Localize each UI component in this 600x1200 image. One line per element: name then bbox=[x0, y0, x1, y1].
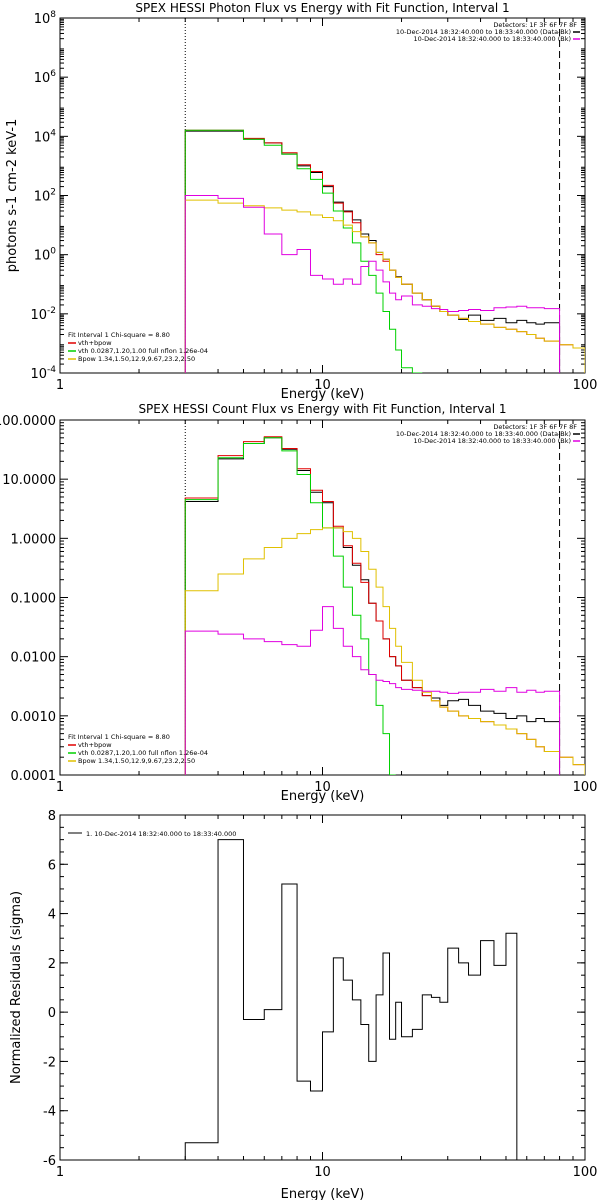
x-ticks: 1 10 100 bbox=[56, 18, 598, 393]
y-tick-label: 10-2 bbox=[30, 306, 56, 323]
x-tick-label: 10 bbox=[314, 1165, 331, 1180]
series-vth bbox=[184, 437, 396, 775]
y-tick-label: -2 bbox=[43, 1055, 56, 1070]
series-background bbox=[184, 195, 561, 373]
y-tick-label: -6 bbox=[43, 1154, 56, 1169]
y-tick-label: 0.0001 bbox=[11, 769, 57, 784]
x-tick-label: 10 bbox=[314, 378, 331, 393]
legend-entry: 10-Dec-2014 18:32:40.000 to 18:33:40.000… bbox=[414, 437, 572, 445]
y-tick-label: 10.0000 bbox=[2, 473, 56, 488]
y-tick-label: 100 bbox=[34, 247, 57, 264]
y-ticks: 0.0001 0.0010 0.0100 0.1000 1.0000 10.0000 100… bbox=[0, 414, 585, 784]
y-tick-label: 100.0000 bbox=[0, 414, 56, 429]
legend-entry: 1. 10-Dec-2014 18:32:40.000 to 18:33:40.… bbox=[86, 830, 236, 838]
y-tick-label: 0.0010 bbox=[11, 710, 57, 725]
series-bpow bbox=[184, 199, 585, 373]
x-axis-label: Energy (keV) bbox=[281, 387, 365, 402]
series-bpow bbox=[184, 527, 585, 775]
legend-entry: vth 0.0287,1.20,1.00 full nflon 1.26e-04 bbox=[78, 749, 208, 757]
panel-3: 1 10 100 -6 -4 -2 0 2 4 6 8 Energy (keV) Normalized … bbox=[9, 809, 597, 1200]
series-data bbox=[184, 839, 518, 1160]
series-vth bbox=[184, 129, 423, 373]
chart-title: SPEX HESSI Photon Flux vs Energy with Fi… bbox=[135, 1, 509, 15]
plot-frame bbox=[59, 814, 586, 1161]
legend-entry: vth 0.0287,1.20,1.00 full nflon 1.26e-04 bbox=[78, 347, 208, 355]
panel-2: SPEX HESSI Count Flux vs Energy with Fit… bbox=[0, 402, 597, 804]
series-data bbox=[184, 130, 561, 373]
series-fit-total bbox=[184, 129, 585, 373]
y-tick-label: 104 bbox=[34, 128, 57, 145]
x-tick-label: 100 bbox=[573, 780, 598, 795]
y-ticks: 10-4 10-2 100 102 104 106 108 bbox=[30, 10, 585, 382]
y-tick-label: 6 bbox=[48, 858, 56, 873]
y-tick-label: 1.0000 bbox=[11, 532, 57, 547]
y-tick-label: 0.0100 bbox=[11, 651, 57, 666]
x-ticks: 1 10 100 bbox=[56, 420, 598, 795]
y-tick-label: 108 bbox=[34, 10, 57, 27]
legend-entry: 10-Dec-2014 18:32:40.000 to 18:33:40.000… bbox=[396, 430, 571, 438]
x-tick-label: 1 bbox=[56, 378, 64, 393]
x-tick-label: 10 bbox=[314, 780, 331, 795]
x-tick-label: 1 bbox=[56, 780, 64, 795]
y-tick-label: 8 bbox=[48, 809, 56, 824]
y-axis-label: photons s-1 cm-2 keV-1 bbox=[5, 119, 20, 273]
series-group bbox=[184, 436, 585, 775]
legend-entry: Bpow 1.34,1.50,12.9,9.67,23.2,2.50 bbox=[78, 355, 195, 363]
x-axis-label: Energy (keV) bbox=[281, 789, 365, 804]
legend-entry: vth+bpow bbox=[78, 741, 112, 749]
fit-summary-label: Fit Interval 1 Chi-square = 8.80 bbox=[68, 733, 170, 741]
y-tick-label: 4 bbox=[48, 908, 56, 923]
y-tick-label: 0.1000 bbox=[11, 592, 57, 607]
series-group bbox=[184, 129, 585, 373]
legend-entry: 10-Dec-2014 18:32:40.000 to 18:33:40.000… bbox=[396, 28, 571, 36]
detectors-label: Detectors: 1F 3F 6F 7F 8F bbox=[493, 423, 577, 431]
series-data bbox=[184, 437, 561, 775]
series-background bbox=[184, 606, 561, 775]
y-tick-label: 106 bbox=[34, 69, 57, 86]
y-tick-label: 10-4 bbox=[30, 365, 56, 382]
detectors-label: Detectors: 1F 3F 6F 7F 8F bbox=[493, 21, 577, 29]
y-tick-label: 102 bbox=[34, 188, 56, 205]
x-tick-label: 100 bbox=[573, 378, 598, 393]
x-tick-label: 1 bbox=[56, 1165, 64, 1180]
series-fit-total bbox=[184, 436, 585, 775]
legend-entry: vth+bpow bbox=[78, 339, 112, 347]
panel-1: SPEX HESSI Photon Flux vs Energy with Fi… bbox=[5, 1, 597, 402]
y-ticks: -6 -4 -2 0 2 4 6 8 bbox=[43, 809, 585, 1169]
legend-entry: 10-Dec-2014 18:32:40.000 to 18:33:40.000… bbox=[414, 35, 572, 43]
y-tick-label: 0 bbox=[48, 1006, 56, 1021]
x-tick-label: 100 bbox=[573, 1165, 598, 1180]
y-tick-label: -4 bbox=[43, 1105, 56, 1120]
x-axis-label: Energy (keV) bbox=[281, 1187, 365, 1200]
series-group bbox=[184, 839, 518, 1160]
plot-frame bbox=[59, 419, 586, 776]
x-ticks: 1 10 100 bbox=[56, 815, 598, 1180]
chart-title: SPEX HESSI Count Flux vs Energy with Fit… bbox=[138, 402, 506, 416]
y-tick-label: 2 bbox=[48, 957, 56, 972]
y-axis-label: Normalized Residuals (sigma) bbox=[9, 891, 24, 1084]
legend-entry: Bpow 1.34,1.50,12.9,9.67,23.2,2.50 bbox=[78, 757, 195, 765]
fit-summary-label: Fit Interval 1 Chi-square = 8.80 bbox=[68, 331, 170, 339]
